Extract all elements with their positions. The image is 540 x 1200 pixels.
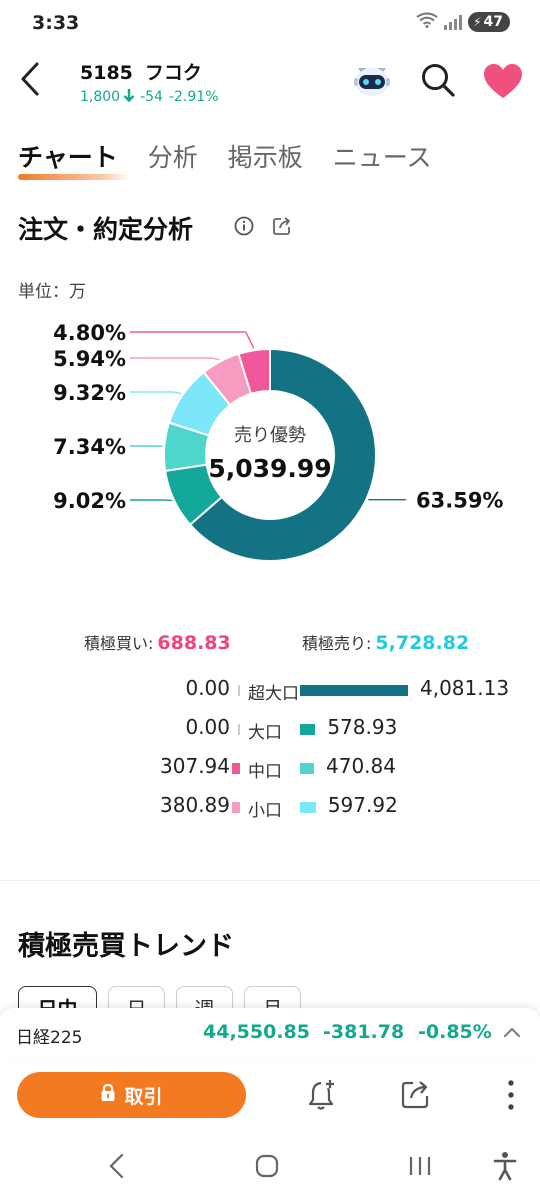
nav-home-icon[interactable] <box>254 1153 280 1179</box>
sell-total-value: 5,728.82 <box>375 632 470 654</box>
order-donut-chart: 売り優勢 5,039.99 63.59% 9.02% 7.34% 9.32% 5.94%… <box>53 321 503 562</box>
sell-amount: 597.92 <box>327 793 398 817</box>
ticker-price: 44,550.85 <box>203 1021 310 1043</box>
sell-bar <box>300 802 316 813</box>
buy-bar <box>232 802 240 813</box>
stock-title: 5185 フコク <box>80 58 202 85</box>
accessibility-icon[interactable] <box>492 1151 518 1181</box>
ticker-name: 日経225 <box>16 1028 83 1048</box>
breakdown-row: 380.89 小口 597.92 <box>0 793 540 823</box>
size-label: 超大口 <box>248 684 299 704</box>
slice-percent-label: 9.02% <box>53 489 126 513</box>
nav-back-icon[interactable] <box>106 1153 128 1179</box>
slice-percent-label: 63.59% <box>416 489 503 513</box>
trade-button[interactable]: 取引 <box>17 1072 246 1118</box>
down-arrow-icon <box>123 88 135 106</box>
favorite-heart-icon[interactable] <box>482 62 524 100</box>
size-label: 大口 <box>248 723 282 743</box>
stock-price-line: 1,800 -54 -2.91% <box>80 88 219 106</box>
signal-icon <box>444 14 463 30</box>
battery-level: 47 <box>483 14 503 30</box>
tab-analysis[interactable]: 分析 <box>147 143 198 172</box>
sell-amount: 578.93 <box>327 715 398 739</box>
back-icon[interactable] <box>14 60 48 98</box>
section-divider <box>0 880 540 881</box>
tab-bar: チャート 分析 掲示板 ニュース <box>18 138 432 180</box>
nav-recent-apps-icon[interactable] <box>406 1155 434 1177</box>
buy-total: 積極買い: 688.83 <box>84 630 231 654</box>
slice-percent-label: 7.34% <box>53 435 126 459</box>
breakdown-row: 0.00 大口 578.93 <box>0 715 540 745</box>
index-ticker-bar[interactable] <box>0 1008 540 1062</box>
charging-icon: ⚡ <box>473 15 482 29</box>
trend-title: 積極売買トレンド <box>18 931 234 962</box>
buy-amount: 0.00 <box>185 715 230 739</box>
donut-slice <box>188 347 377 562</box>
battery-indicator: ⚡ 47 <box>468 12 510 32</box>
breakdown-row: 0.00 超大口 4,081.13 <box>0 676 540 706</box>
stock-name: フコク <box>144 62 202 84</box>
sell-bar <box>300 685 408 696</box>
donut-center-label: 売り優勢 <box>234 425 306 446</box>
stock-code: 5185 <box>80 62 133 84</box>
slice-leader-line <box>130 331 255 349</box>
share-icon[interactable] <box>400 1078 432 1110</box>
stock-change: -54 <box>140 89 163 105</box>
buy-amount: 0.00 <box>185 676 230 700</box>
size-label: 小口 <box>248 801 282 821</box>
sell-total-label: 積極売り: <box>302 634 372 653</box>
buy-bar <box>238 685 240 696</box>
sell-bar <box>300 724 316 735</box>
ticker-change-pct: -0.85% <box>418 1021 492 1043</box>
wifi-icon <box>416 12 438 32</box>
buy-amount: 380.89 <box>160 793 230 817</box>
info-icon[interactable] <box>234 216 254 236</box>
section-title: 注文・約定分析 <box>18 215 194 244</box>
tab-chart[interactable]: チャート <box>18 138 130 180</box>
sell-amount: 470.84 <box>326 754 396 778</box>
search-icon[interactable] <box>420 62 456 98</box>
buy-bar <box>232 763 240 774</box>
more-options-icon[interactable] <box>500 1078 522 1112</box>
unit-label: 単位：万 <box>18 282 86 302</box>
trade-button-label: 取引 <box>124 1085 163 1108</box>
share-small-icon[interactable] <box>272 216 292 236</box>
robot-assistant-icon[interactable] <box>350 60 394 100</box>
lock-icon <box>100 1083 116 1107</box>
sell-bar <box>300 763 314 774</box>
sell-amount: 4,081.13 <box>420 676 510 700</box>
donut-center-value: 5,039.99 <box>208 454 331 483</box>
tab-board[interactable]: 掲示板 <box>227 143 303 172</box>
status-time: 3:33 <box>32 12 80 34</box>
slice-percent-label: 4.80% <box>53 321 126 345</box>
chevron-up-icon[interactable] <box>503 1024 521 1042</box>
size-label: 中口 <box>248 762 282 782</box>
status-icons: ⚡ 47 <box>416 12 510 32</box>
buy-total-value: 688.83 <box>157 632 231 654</box>
buy-total-label: 積極買い: <box>84 634 154 653</box>
buy-bar <box>238 724 240 735</box>
slice-percent-label: 5.94% <box>53 347 126 371</box>
slice-leader-line <box>130 357 220 361</box>
tab-news[interactable]: ニュース <box>332 143 432 172</box>
slice-leader-line <box>130 391 182 395</box>
breakdown-row: 307.94 中口 470.84 <box>0 754 540 784</box>
buy-amount: 307.94 <box>160 754 230 778</box>
donut-slice <box>237 347 271 396</box>
slice-percent-label: 9.32% <box>53 381 126 405</box>
sell-total: 積極売り: 5,728.82 <box>302 630 469 654</box>
stock-change-pct: -2.91% <box>168 89 219 105</box>
alert-bell-icon[interactable] <box>306 1078 338 1112</box>
stock-price: 1,800 <box>80 89 121 105</box>
ticker-change: -381.78 <box>323 1021 405 1043</box>
